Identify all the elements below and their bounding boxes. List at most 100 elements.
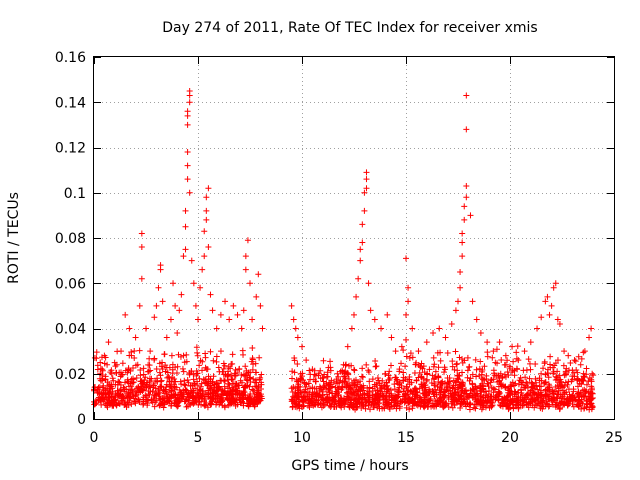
data-point: [426, 366, 433, 373]
data-point: [186, 99, 193, 106]
data-point: [463, 92, 470, 99]
data-point: [565, 397, 572, 404]
data-point: [294, 391, 301, 398]
data-point: [586, 374, 593, 381]
data-point: [367, 406, 374, 413]
data-point: [128, 383, 135, 390]
data-point: [106, 381, 113, 388]
x-tick-label: 15: [397, 430, 415, 446]
data-point: [550, 284, 557, 291]
data-point: [190, 280, 197, 287]
data-point: [256, 397, 263, 404]
data-point: [357, 257, 364, 264]
data-point: [290, 316, 297, 323]
data-point: [488, 399, 495, 406]
data-point: [506, 404, 513, 411]
data-point: [201, 253, 208, 260]
data-point: [252, 360, 259, 367]
data-point: [121, 388, 128, 395]
data-point: [170, 280, 177, 287]
data-point: [521, 384, 528, 391]
data-point: [155, 284, 162, 291]
data-point: [163, 334, 170, 341]
data-point: [511, 372, 518, 379]
data-point: [137, 367, 144, 374]
data-point: [125, 380, 132, 387]
data-point: [486, 404, 493, 411]
data-point: [502, 361, 509, 368]
data-point: [433, 391, 440, 398]
data-point: [112, 363, 119, 370]
data-point: [365, 280, 372, 287]
data-point: [517, 400, 524, 407]
data-point: [574, 375, 581, 382]
data-point: [186, 189, 193, 196]
data-point: [377, 390, 384, 397]
data-point: [97, 370, 104, 377]
data-point: [201, 379, 208, 386]
data-point: [224, 373, 231, 380]
data-point: [132, 334, 139, 341]
data-point: [292, 325, 299, 332]
data-point: [432, 386, 439, 393]
data-point: [209, 307, 216, 314]
data-point: [339, 378, 346, 385]
data-point: [293, 395, 300, 402]
data-point: [572, 358, 579, 365]
data-point: [432, 368, 439, 375]
data-point: [172, 302, 179, 309]
data-point: [165, 373, 172, 380]
data-point: [321, 371, 328, 378]
data-point: [423, 339, 430, 346]
data-point: [303, 357, 310, 364]
data-point: [161, 399, 168, 406]
y-tick-label: 0.1: [64, 186, 86, 202]
data-point: [140, 371, 147, 378]
data-point: [91, 354, 98, 361]
data-point: [464, 367, 471, 374]
data-point: [385, 400, 392, 407]
data-point: [448, 392, 455, 399]
data-point: [556, 320, 563, 327]
data-point: [299, 370, 306, 377]
data-point: [405, 284, 412, 291]
data-point: [135, 396, 142, 403]
data-point: [289, 375, 296, 382]
data-point: [544, 370, 551, 377]
data-point: [467, 212, 474, 219]
data-point: [509, 399, 516, 406]
data-point: [239, 347, 246, 354]
data-point: [403, 404, 410, 411]
data-point: [323, 398, 330, 405]
data-point: [169, 361, 176, 368]
data-point: [590, 372, 597, 379]
data-point: [406, 354, 413, 361]
data-point: [319, 388, 326, 395]
data-point: [207, 394, 214, 401]
data-point: [526, 360, 533, 367]
data-point: [569, 401, 576, 408]
data-point: [384, 388, 391, 395]
data-point: [185, 379, 192, 386]
data-point: [506, 363, 513, 370]
data-point: [409, 402, 416, 409]
data-point: [334, 370, 341, 377]
data-point: [441, 386, 448, 393]
data-point: [184, 376, 191, 383]
data-point: [198, 392, 205, 399]
data-point: [463, 194, 470, 201]
data-point: [400, 347, 407, 354]
data-point: [294, 384, 301, 391]
data-point: [308, 397, 315, 404]
data-point: [141, 377, 148, 384]
data-point: [499, 403, 506, 410]
data-point: [490, 389, 497, 396]
data-point: [502, 352, 509, 359]
data-point: [431, 382, 438, 389]
data-point: [403, 391, 410, 398]
data-point: [329, 390, 336, 397]
data-point: [143, 381, 150, 388]
data-point: [151, 314, 158, 321]
data-point: [247, 379, 254, 386]
data-point: [227, 399, 234, 406]
